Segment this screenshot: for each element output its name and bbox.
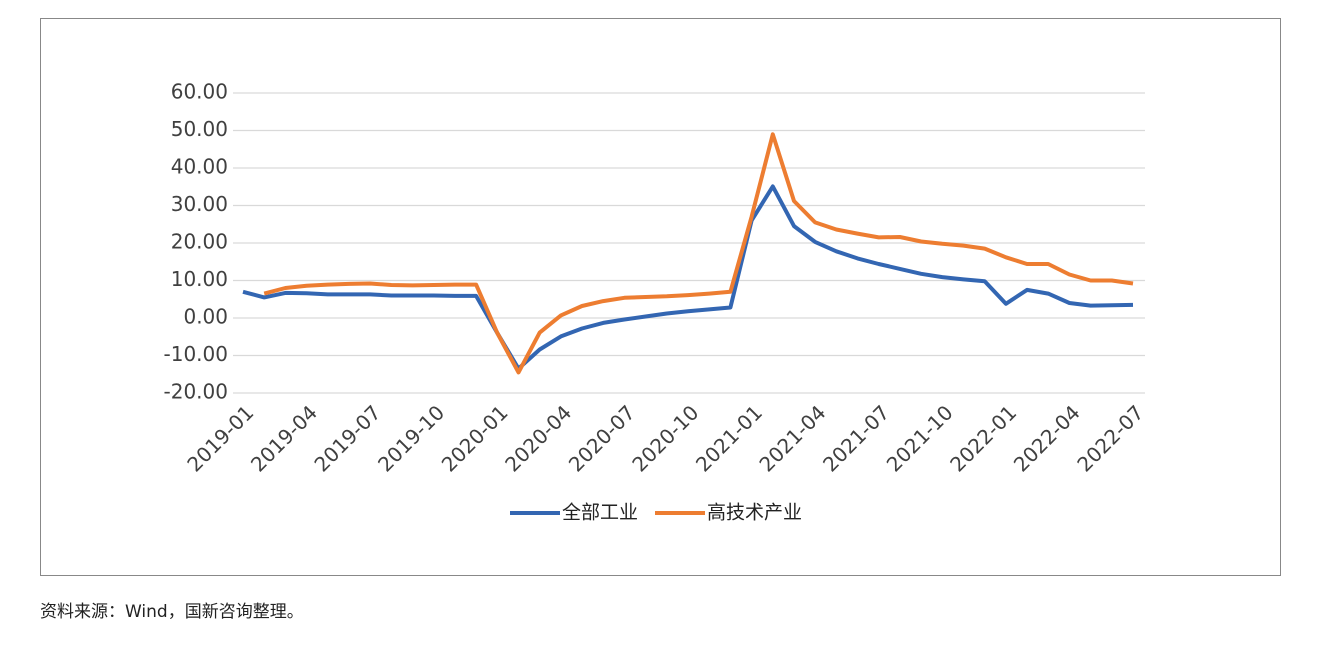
x-tick-label: 2020-01 [437, 400, 513, 476]
y-tick-label: 60.00 [171, 80, 228, 104]
y-tick-label: 30.00 [171, 192, 228, 216]
source-note: 资料来源：Wind，国新咨询整理。 [40, 602, 304, 622]
x-tick-label: 2020-07 [564, 400, 640, 476]
legend-label: 全部工业 [562, 502, 638, 524]
x-tick-label: 2019-01 [182, 400, 258, 476]
x-tick-label: 2019-04 [246, 400, 322, 476]
x-tick-label: 2022-07 [1072, 400, 1148, 476]
x-tick-label: 2020-10 [627, 400, 703, 476]
y-tick-label: -10.00 [164, 342, 228, 366]
x-tick-label: 2021-07 [818, 400, 894, 476]
series-line [263, 132, 1134, 375]
x-tick-label: 2021-04 [754, 400, 830, 476]
series-line [242, 184, 1134, 371]
y-tick-label: 0.00 [183, 305, 228, 329]
y-tick-label: 50.00 [171, 117, 228, 141]
x-tick-label: 2021-01 [691, 400, 767, 476]
x-tick-label: 2022-04 [1009, 400, 1085, 476]
x-tick-label: 2022-01 [945, 400, 1021, 476]
x-tick-label: 2019-10 [373, 400, 449, 476]
y-tick-label: 20.00 [171, 230, 228, 254]
x-tick-label: 2020-04 [500, 400, 576, 476]
legend-label: 高技术产业 [707, 502, 802, 524]
chart-frame [40, 18, 1281, 576]
y-tick-label: 40.00 [171, 155, 228, 179]
y-tick-label: 10.00 [171, 267, 228, 291]
x-tick-label: 2021-10 [882, 400, 958, 476]
y-tick-label: -20.00 [164, 380, 228, 404]
x-tick-label: 2019-07 [309, 400, 385, 476]
